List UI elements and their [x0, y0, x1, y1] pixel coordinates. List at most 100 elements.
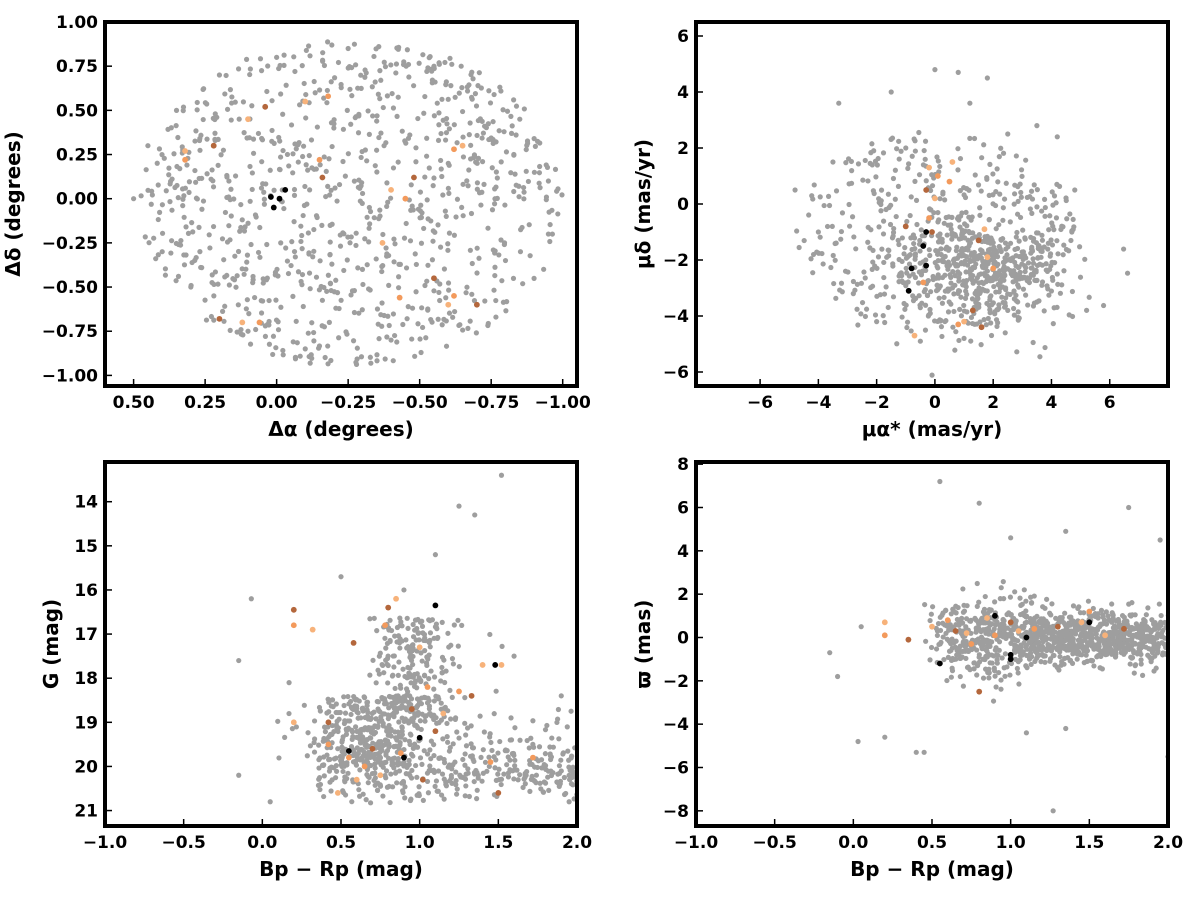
field-point	[508, 113, 514, 119]
field-point	[531, 136, 537, 142]
field-point	[261, 189, 267, 195]
field-point	[359, 755, 365, 761]
field-point	[922, 327, 929, 333]
field-point	[495, 750, 501, 756]
field-point	[1077, 244, 1083, 250]
field-point	[956, 217, 962, 223]
field-point	[244, 135, 250, 141]
field-point	[329, 731, 335, 738]
field-point	[359, 190, 366, 197]
field-point	[304, 753, 310, 759]
field-point	[1059, 645, 1065, 651]
field-point	[962, 295, 969, 301]
field-point	[951, 639, 957, 646]
field-point	[427, 763, 433, 769]
field-point	[511, 776, 517, 782]
field-point	[890, 263, 896, 269]
field-point	[234, 273, 240, 279]
field-point	[987, 660, 993, 666]
field-point	[978, 628, 984, 635]
x-tick-label: 2.0	[1153, 833, 1183, 853]
field-point	[1050, 623, 1056, 629]
field-point	[379, 268, 385, 275]
field-point	[382, 64, 389, 70]
field-point	[180, 104, 187, 110]
field-point	[396, 274, 402, 280]
field-point	[985, 315, 991, 322]
field-point	[962, 640, 968, 646]
field-point	[250, 136, 257, 142]
field-point	[511, 97, 517, 103]
field-point	[402, 138, 408, 144]
field-point	[566, 799, 572, 805]
field-point	[547, 238, 553, 245]
field-point	[1030, 303, 1037, 309]
field-point	[444, 121, 450, 127]
field-point	[390, 105, 397, 111]
field-point	[988, 293, 994, 299]
field-point	[450, 661, 456, 667]
field-point	[439, 322, 445, 328]
field-point	[246, 311, 252, 317]
field-point	[394, 113, 400, 119]
field-point	[388, 62, 394, 68]
field-point	[507, 757, 513, 763]
field-point	[453, 778, 459, 784]
field-point	[1003, 256, 1009, 262]
field-point	[264, 241, 270, 248]
field-point	[485, 121, 491, 127]
field-point	[427, 618, 433, 624]
y-tick-label: −2	[663, 672, 689, 692]
field-point	[843, 160, 849, 166]
field-point	[421, 110, 427, 116]
field-point	[520, 784, 526, 791]
field-point	[322, 729, 328, 735]
y-tick-label: 2	[677, 585, 689, 605]
field-point	[904, 218, 910, 225]
field-point	[350, 777, 356, 783]
field-point	[1035, 230, 1041, 236]
field-point	[968, 630, 974, 636]
field-point	[335, 59, 342, 66]
field-point	[954, 647, 960, 653]
field-point	[374, 787, 381, 793]
field-point	[1057, 654, 1063, 660]
field-point	[407, 238, 414, 244]
field-point	[498, 237, 504, 243]
field-point	[385, 680, 391, 686]
field-point	[519, 224, 525, 231]
field-point	[1013, 153, 1019, 159]
field-point	[358, 715, 364, 721]
field-point	[210, 223, 217, 230]
field-point	[311, 749, 318, 755]
field-point	[549, 231, 555, 237]
field-point	[209, 279, 215, 286]
field-point	[960, 683, 966, 689]
member-point	[934, 173, 941, 179]
field-point	[916, 172, 923, 178]
field-point	[1131, 670, 1137, 676]
field-point	[384, 334, 390, 340]
field-point	[294, 340, 300, 346]
field-point	[1066, 312, 1072, 318]
field-point	[1105, 613, 1111, 619]
field-point	[1018, 189, 1024, 196]
member-point	[1086, 608, 1093, 615]
field-point	[284, 258, 291, 264]
x-tick-label: 1.0	[405, 833, 435, 853]
field-point	[365, 716, 371, 722]
field-point	[356, 177, 362, 183]
field-point	[979, 615, 985, 621]
member-point	[325, 719, 332, 726]
field-point	[1039, 279, 1046, 285]
field-point	[869, 141, 875, 147]
field-point	[350, 759, 357, 765]
field-point	[821, 202, 827, 209]
field-point	[369, 710, 375, 716]
field-point	[557, 781, 563, 787]
field-point	[1030, 260, 1037, 266]
field-point	[1023, 730, 1029, 736]
field-point	[1002, 651, 1009, 657]
field-point	[426, 676, 432, 682]
field-point	[904, 324, 910, 331]
